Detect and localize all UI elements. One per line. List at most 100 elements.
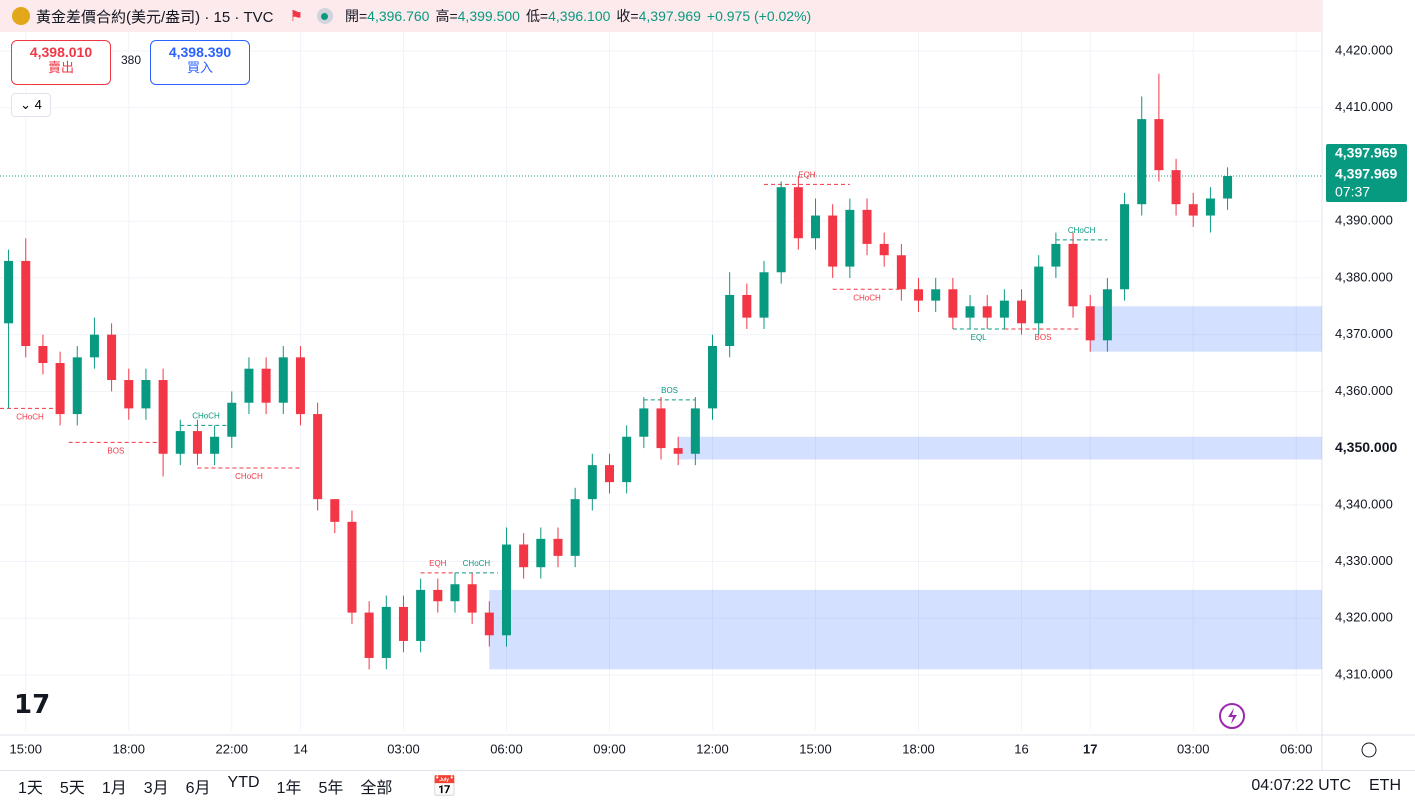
candle-body (1137, 119, 1147, 205)
candle-body (965, 306, 975, 318)
candle-body (742, 294, 752, 318)
candle-body (278, 357, 288, 403)
session[interactable]: ETH (1369, 777, 1401, 794)
level-label: EQH (798, 170, 816, 179)
y-tick-label: 4,380.000 (1335, 269, 1393, 284)
candle-body (999, 300, 1009, 318)
x-tick-label: 03:00 (387, 741, 420, 756)
sell-price: 4,398.010 (29, 44, 93, 60)
x-tick-label: 22:00 (216, 741, 249, 756)
ohlc: 開=4,396.760 高=4,399.500 低=4,396.100 收=4,397… (345, 6, 701, 26)
range-button[interactable]: 全部 (360, 780, 393, 797)
x-tick-label: 15:00 (9, 741, 42, 756)
ohlc-value: 4,396.100 (548, 8, 611, 24)
level-label: CHoCH (463, 559, 491, 568)
price-tag-label: 4,350.000 (1335, 439, 1397, 455)
sell-label: 賣出 (47, 60, 74, 75)
level-label: EQH (429, 559, 447, 568)
candle-body (141, 380, 151, 409)
candle-body (381, 606, 391, 658)
range-button[interactable]: 6月 (185, 780, 211, 797)
candle-body (21, 260, 31, 346)
candle-body (330, 499, 340, 522)
last-price-label: 4,397.969 (1335, 145, 1397, 161)
range-button[interactable]: 3月 (143, 780, 169, 797)
candle-body (1017, 300, 1027, 324)
candle-body (38, 345, 48, 364)
chart: 𝟭𝟳 4,310.000 4,320.000 4,330.000 4,340.000 4… (0, 0, 1415, 770)
candle-body (604, 465, 614, 483)
candle-body (519, 544, 529, 568)
level-label: BOS (1035, 333, 1052, 342)
candle-body (295, 357, 305, 415)
candle-body (673, 448, 683, 454)
range-button[interactable]: 1年 (276, 780, 302, 797)
clock: 04:07:22 UTC (1251, 777, 1351, 794)
candle-body (227, 402, 237, 437)
status-icon (316, 8, 333, 24)
candle-body (879, 243, 889, 256)
lightning-icon[interactable] (1219, 703, 1245, 729)
candle-body (931, 289, 941, 301)
range-list: 1天 5天 1月 3月 6月 YTD 1年 5年 全部 (0, 774, 392, 798)
candle-body (72, 357, 82, 415)
compare-icon[interactable]: 📅 (432, 775, 458, 798)
indicator-count: 4 (34, 97, 42, 112)
candle-body (793, 187, 803, 239)
ohlc-value: 4,399.500 (457, 8, 520, 24)
candle-body (192, 431, 202, 454)
candle-body (1223, 176, 1233, 199)
candle-body (759, 272, 769, 318)
ohlc-value: 4,397.969 (638, 8, 701, 24)
candle-body (690, 408, 700, 454)
zone (1090, 306, 1322, 352)
candle-body (708, 345, 718, 409)
candle-body (398, 606, 408, 641)
level-label: CHoCH (16, 413, 44, 422)
candle-body (570, 499, 580, 556)
candle-body (433, 589, 443, 602)
last-price-tag (1326, 144, 1407, 203)
x-tick-label: 16 (1014, 741, 1028, 756)
symbol-title[interactable]: 黃金差價合約(美元/盎司) · 15 · TVC (36, 8, 274, 26)
indicator-toggle[interactable]: ⌄ 4 (11, 93, 51, 117)
settings-icon[interactable] (1361, 742, 1377, 758)
y-tick-label: 4,360.000 (1335, 383, 1393, 398)
ohlc-value: 4,396.760 (367, 8, 430, 24)
change: +0.975 (+0.02%) (706, 8, 812, 24)
range-button[interactable]: 5天 (59, 780, 85, 797)
candle-body (948, 289, 958, 318)
level-label: CHoCH (235, 472, 263, 481)
level-label: CHoCH (192, 412, 220, 421)
candle-body (776, 187, 786, 273)
candle-body (811, 215, 821, 239)
range-button[interactable]: 1天 (18, 780, 43, 797)
price-tag (1326, 437, 1407, 460)
range-button[interactable]: 5年 (318, 780, 344, 797)
candle-body (1085, 306, 1095, 341)
range-button[interactable]: 1月 (101, 780, 127, 797)
sell-button[interactable]: 4,398.010 賣出 (11, 40, 111, 85)
buy-button[interactable]: 4,398.390 買入 (150, 40, 250, 85)
candle-body (828, 215, 838, 267)
y-tick-label: 4,330.000 (1335, 553, 1393, 568)
candle-body (1051, 243, 1061, 267)
candle-body (4, 260, 14, 324)
candle-body (914, 289, 924, 301)
x-tick-label: 12:00 (696, 741, 729, 756)
y-tick-label: 4,370.000 (1335, 326, 1393, 341)
logo: 𝟭𝟳 (14, 689, 50, 719)
candle-body (1102, 289, 1112, 341)
candle-body (107, 334, 117, 381)
candle-body (261, 368, 271, 403)
level-label: BOS (661, 386, 678, 395)
candle-body (244, 368, 254, 403)
candle-body (501, 544, 511, 636)
candle-body (313, 414, 323, 500)
y-tick-label: 4,320.000 (1335, 610, 1393, 625)
range-button[interactable]: YTD (227, 774, 260, 791)
y-tick-label: 4,310.000 (1335, 666, 1393, 681)
x-tick-label: 17 (1083, 741, 1097, 756)
flag-icon[interactable]: ⚑ (289, 8, 303, 25)
